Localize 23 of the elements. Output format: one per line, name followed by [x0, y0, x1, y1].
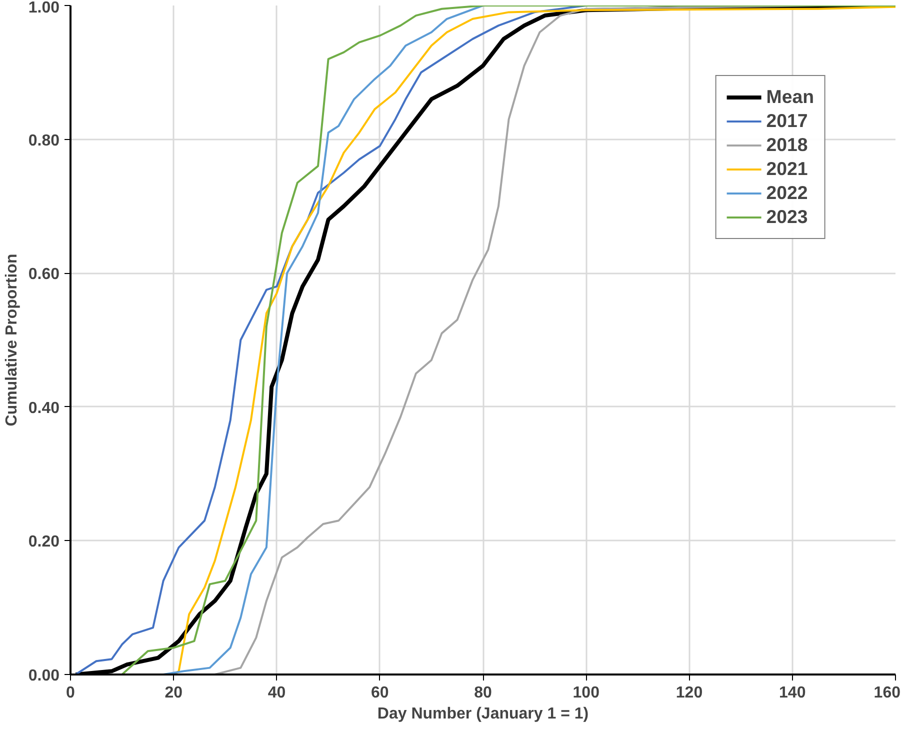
x-tick-label: 140: [779, 684, 806, 702]
y-tick-label: 0.40: [28, 400, 60, 417]
x-tick-label: 160: [874, 684, 901, 702]
x-axis-title: Day Number (January 1 = 1): [377, 706, 589, 722]
x-tick-label: 40: [268, 684, 286, 702]
x-tick-label: 80: [474, 684, 492, 702]
y-axis-title: Cumulative Proportion: [3, 254, 20, 426]
legend-label: 2021: [766, 158, 808, 180]
legend-label: Mean: [766, 86, 814, 108]
x-tick-label: 20: [164, 684, 183, 702]
y-tick-label: 0.20: [28, 534, 60, 551]
legend-label: 2018: [766, 134, 808, 156]
x-tick-label: 60: [370, 684, 389, 702]
x-tick-label: 100: [572, 684, 600, 702]
legend-label: 2017: [766, 110, 808, 132]
y-tick-label: 0.00: [28, 668, 60, 684]
x-tick-label: 120: [676, 684, 703, 702]
y-tick-label: 0.60: [28, 266, 60, 284]
legend-label: 2023: [766, 206, 808, 228]
y-tick-label: 1.00: [28, 0, 60, 16]
y-tick-label: 0.80: [28, 132, 60, 150]
x-tick-label: 0: [66, 684, 76, 702]
legend-label: 2022: [766, 182, 808, 204]
